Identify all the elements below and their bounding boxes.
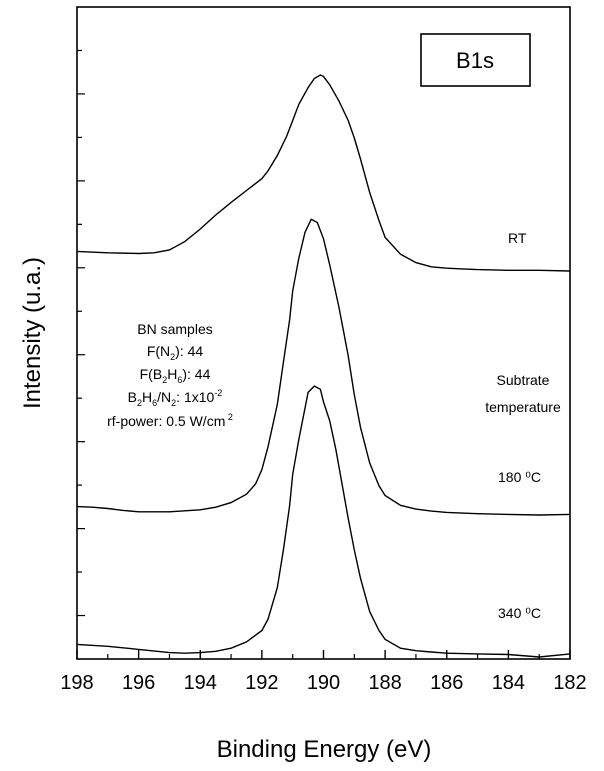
badge-label: B1s <box>456 48 494 73</box>
x-tick-label: 196 <box>122 672 155 694</box>
series-group <box>76 74 571 658</box>
badge-box <box>420 33 531 87</box>
sample-flow-n2: F(N2): 44 <box>147 343 204 362</box>
x-tick-label: 192 <box>245 672 278 694</box>
x-tick-label: 194 <box>184 672 217 694</box>
legend-title-line-1: Subtrate <box>497 372 550 388</box>
x-tick-label: 190 <box>307 672 340 694</box>
sample-title: BN samples <box>137 321 212 337</box>
x-axis-title: Binding Energy (eV) <box>217 736 432 763</box>
sample-flow-b2h6: F(B2H6): 44 <box>140 366 211 385</box>
x-tick-label: 198 <box>60 672 93 694</box>
legend-title-line-2: temperature <box>485 399 561 415</box>
series-label-180: 180 ⁰C <box>498 469 541 485</box>
series-label-rt: RT <box>508 230 527 246</box>
series-line-2 <box>76 385 571 658</box>
y-ticks <box>77 49 85 617</box>
x-tick-label: 186 <box>430 672 463 694</box>
x-tick-label: 184 <box>492 672 525 694</box>
series-label-340: 340 ⁰C <box>498 605 541 621</box>
x-tick-label: 188 <box>368 672 401 694</box>
series-line-1 <box>76 218 571 516</box>
sample-ratio: B2H6/N2: 1x10-2 <box>128 388 223 408</box>
sample-annotation: BN samples F(N2): 44 F(B2H6): 44 B2H6/N2… <box>107 321 233 429</box>
x-ticks: 198 196 194 192 190 188 186 184 182 <box>60 650 587 694</box>
series-line-0 <box>76 74 571 272</box>
y-axis-title: Intensity (u.a.) <box>19 257 46 409</box>
sample-rf-power: rf-power: 0.5 W/cm 2 <box>107 412 233 429</box>
x-tick-label: 182 <box>553 672 586 694</box>
